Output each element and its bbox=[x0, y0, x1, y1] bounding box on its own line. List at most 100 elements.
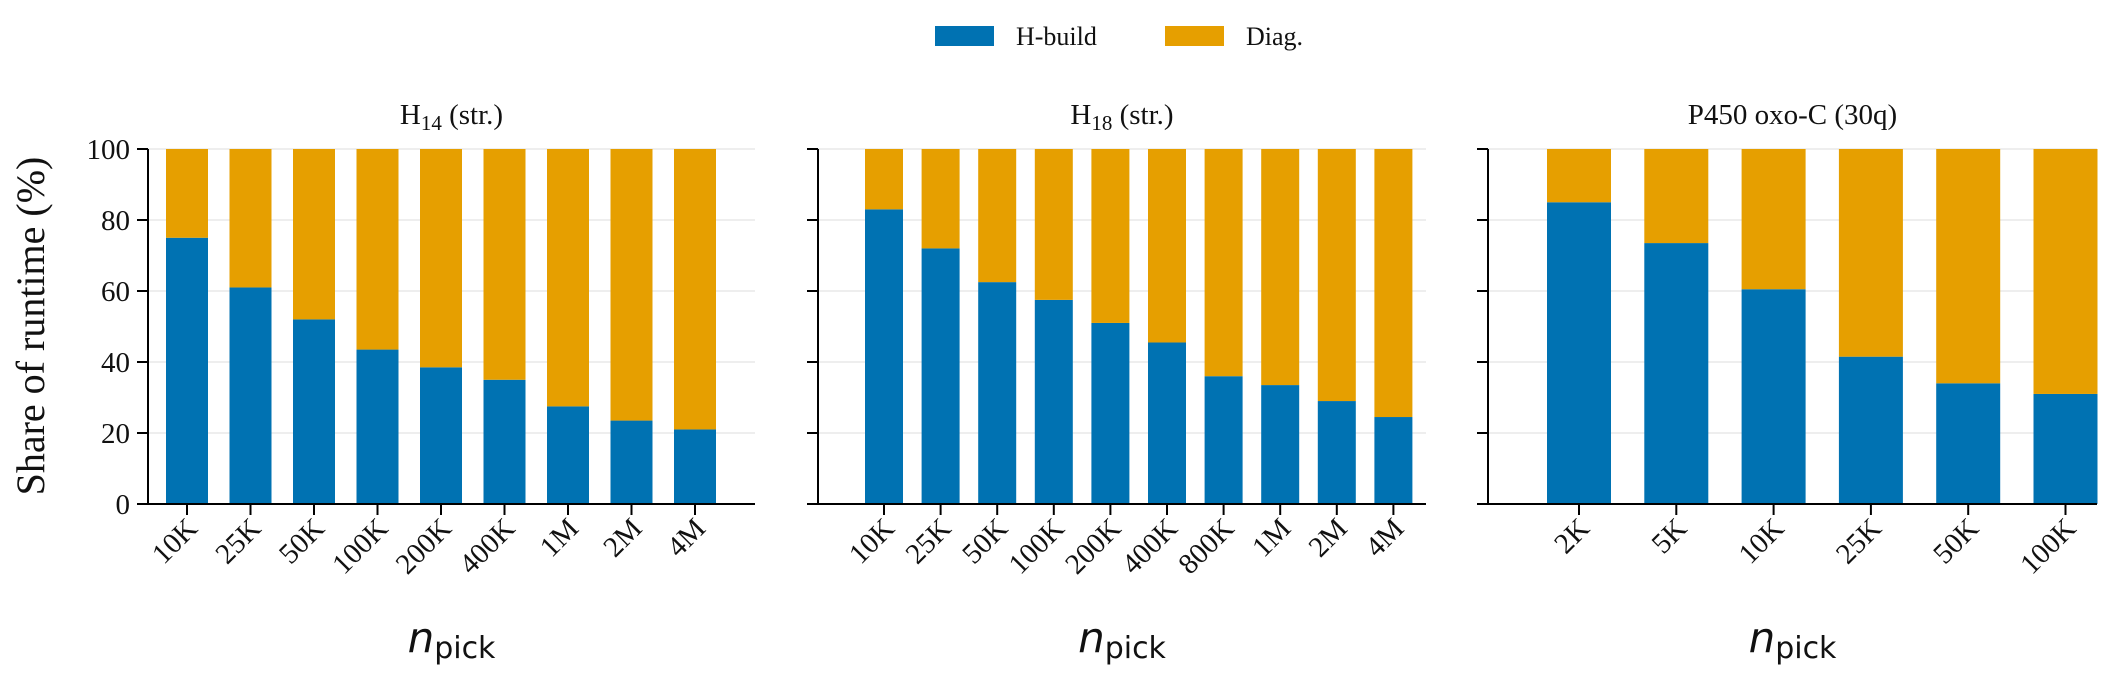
bar-diag-100K bbox=[1034, 149, 1073, 300]
bar-h-build-1M bbox=[1261, 385, 1300, 504]
x-tick-label: 25K bbox=[210, 512, 268, 570]
y-tick-label: 40 bbox=[101, 347, 130, 379]
x-tick-label: 10K bbox=[146, 512, 204, 570]
bar-h-build-2K bbox=[1547, 202, 1611, 504]
x-tick-label: 50K bbox=[1927, 512, 1985, 570]
bar-diag-10K bbox=[865, 149, 903, 210]
bar-h-build-4M bbox=[1374, 417, 1413, 504]
panel-title: P450 oxo-C (30q) bbox=[1688, 99, 1897, 131]
x-tick-label: 50K bbox=[273, 512, 331, 570]
x-tick-label: 100K bbox=[326, 512, 394, 580]
bar-diag-1M bbox=[1261, 149, 1300, 386]
x-tick-label: 400K bbox=[1116, 512, 1184, 580]
legend-swatch-diag bbox=[1165, 26, 1224, 46]
bar-h-build-10K bbox=[1741, 289, 1806, 504]
x-tick-label: 4M bbox=[1359, 512, 1410, 563]
panel-title-main: P450 oxo-C (30q) bbox=[1688, 99, 1897, 131]
x-tick-label: 2M bbox=[597, 512, 648, 563]
bar-diag-50K bbox=[978, 149, 1017, 283]
panel-3: 2K 5K 10K 25K 50K 100K P450 oxo-C (30q) npick bbox=[1477, 99, 2098, 666]
bar-h-build-25K bbox=[229, 287, 272, 504]
bar-diag-200K bbox=[420, 149, 462, 368]
x-tick-label: 5K bbox=[1646, 512, 1694, 560]
bar-diag-50K bbox=[1936, 149, 2001, 384]
y-tick-label: 0 bbox=[116, 489, 131, 521]
bar-h-build-50K bbox=[1936, 383, 2001, 504]
panel-title-main: H bbox=[400, 99, 421, 131]
x-axis-label-subscript: pick bbox=[1105, 631, 1167, 666]
bar-h-build-100K bbox=[2033, 393, 2098, 504]
bar-h-build-50K bbox=[978, 282, 1017, 504]
bar-diag-50K bbox=[293, 149, 335, 320]
legend-label: H-build bbox=[1016, 22, 1097, 51]
bar-diag-10K bbox=[166, 149, 208, 238]
y-tick-label: 80 bbox=[101, 205, 130, 237]
x-tick-label: 10K bbox=[843, 512, 901, 570]
bar-h-build-4M bbox=[674, 429, 716, 504]
bar-diag-2K bbox=[1547, 149, 1611, 203]
bar-diag-1M bbox=[547, 149, 589, 407]
x-tick-label: 100K bbox=[2014, 512, 2082, 580]
bar-h-build-25K bbox=[1838, 356, 1903, 504]
x-tick-label: 200K bbox=[390, 512, 458, 580]
bar-diag-400K bbox=[1148, 149, 1186, 343]
bar-h-build-100K bbox=[1034, 299, 1073, 504]
legend-label: Diag. bbox=[1246, 22, 1303, 51]
x-tick-label: 25K bbox=[1830, 512, 1888, 570]
panel-title-rest: (str.) bbox=[1112, 99, 1173, 131]
panel-title-subscript: 14 bbox=[421, 111, 443, 135]
bar-h-build-400K bbox=[483, 379, 526, 504]
x-tick-label: 1M bbox=[534, 512, 585, 563]
x-axis-label-main: n bbox=[1078, 613, 1105, 662]
panel-title: H14 (str.) bbox=[400, 99, 503, 135]
x-tick-label: 1M bbox=[1246, 512, 1297, 563]
bar-h-build-10K bbox=[865, 209, 903, 504]
bar-diag-25K bbox=[229, 149, 272, 288]
bar-diag-800K bbox=[1204, 149, 1243, 377]
bar-h-build-100K bbox=[356, 349, 399, 504]
bar-diag-200K bbox=[1091, 149, 1130, 323]
bar-h-build-200K bbox=[420, 367, 462, 504]
x-tick-label: 2M bbox=[1303, 512, 1354, 563]
x-axis-label-main: n bbox=[1749, 613, 1776, 662]
x-tick-label: 100K bbox=[1003, 512, 1071, 580]
bar-diag-4M bbox=[1374, 149, 1413, 418]
bar-h-build-1M bbox=[547, 406, 589, 504]
x-tick-label: 400K bbox=[453, 512, 521, 580]
bar-diag-400K bbox=[483, 149, 526, 380]
y-tick-label: 100 bbox=[87, 134, 131, 166]
bar-h-build-400K bbox=[1148, 342, 1186, 504]
x-tick-label: 4M bbox=[661, 512, 712, 563]
y-axis-label: Share of runtime (%) bbox=[8, 157, 53, 496]
x-tick-label: 10K bbox=[1733, 512, 1791, 570]
panel-title-rest: (str.) bbox=[442, 99, 503, 131]
y-tick-label: 20 bbox=[101, 418, 130, 450]
panel-title-subscript: 18 bbox=[1091, 111, 1112, 135]
x-tick-label: 25K bbox=[900, 512, 958, 570]
bar-h-build-50K bbox=[293, 319, 335, 504]
bar-diag-4M bbox=[674, 149, 716, 430]
bar-diag-100K bbox=[2033, 149, 2098, 394]
x-tick-label: 200K bbox=[1059, 512, 1127, 580]
x-axis-label: npick bbox=[1749, 613, 1837, 666]
bar-diag-2M bbox=[1317, 149, 1356, 402]
x-axis-label-subscript: pick bbox=[434, 631, 496, 666]
bar-h-build-200K bbox=[1091, 322, 1130, 504]
bar-diag-100K bbox=[356, 149, 399, 350]
bar-h-build-2M bbox=[1317, 401, 1356, 504]
legend-swatch-h-build bbox=[935, 26, 994, 46]
bar-h-build-2M bbox=[610, 420, 653, 504]
x-tick-label: 2K bbox=[1548, 512, 1596, 560]
bar-h-build-25K bbox=[921, 248, 960, 504]
bar-diag-10K bbox=[1741, 149, 1806, 290]
bar-h-build-800K bbox=[1204, 376, 1243, 504]
bar-h-build-5K bbox=[1644, 243, 1709, 504]
bar-diag-25K bbox=[1838, 149, 1903, 357]
bar-h-build-10K bbox=[166, 237, 208, 504]
x-axis-label: npick bbox=[408, 613, 496, 666]
legend: H-build Diag. bbox=[935, 22, 1303, 51]
